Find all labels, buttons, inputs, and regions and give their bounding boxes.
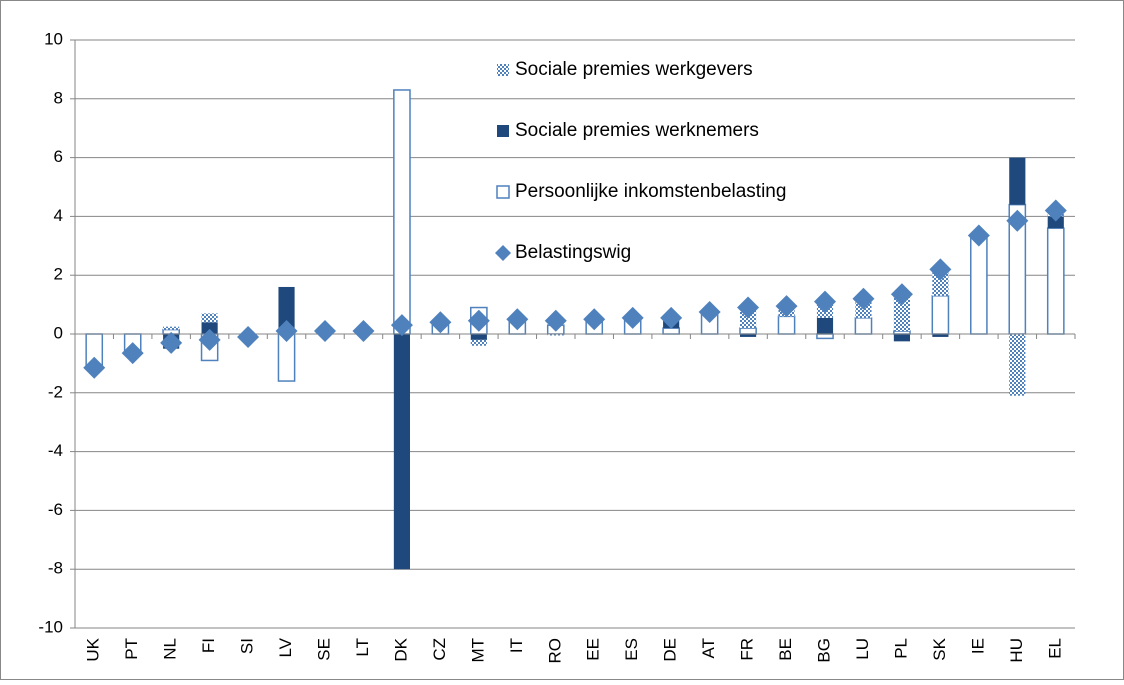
bar	[470, 334, 487, 340]
y-tick-label: 2	[54, 265, 63, 284]
bar	[932, 334, 949, 337]
x-tick-label: EL	[1045, 638, 1064, 659]
y-tick-label: 8	[54, 88, 63, 107]
bar	[1046, 227, 1065, 335]
marker	[967, 224, 990, 247]
y-tick-label: 0	[54, 323, 63, 342]
legend-label: Sociale premies werknemers	[515, 120, 759, 141]
bar	[1047, 216, 1064, 229]
x-tick-label: RO	[545, 638, 564, 664]
x-tick-label: SK	[930, 637, 949, 660]
marker	[314, 320, 336, 343]
bar	[740, 310, 757, 329]
x-tick-label: HU	[1007, 638, 1026, 663]
bar	[201, 322, 218, 334]
y-tick-label: 6	[54, 147, 63, 166]
marker	[198, 328, 221, 351]
marker	[621, 306, 644, 329]
marker	[660, 306, 683, 329]
bar	[547, 334, 564, 336]
x-tick-label: PT	[122, 638, 141, 660]
legend-marker	[495, 245, 511, 261]
y-tick-label: 4	[54, 206, 63, 225]
x-tick-label: CZ	[430, 638, 449, 661]
marker	[83, 356, 106, 379]
x-tick-label: IE	[968, 638, 987, 654]
bar	[893, 334, 910, 342]
marker	[929, 258, 952, 281]
legend-label: Persoonlijke inkomstenbelasting	[515, 181, 786, 202]
x-tick-label: SE	[314, 638, 333, 661]
marker	[814, 290, 836, 313]
x-tick-label: IT	[507, 638, 526, 653]
marker	[1044, 199, 1067, 222]
y-tick-label: -2	[48, 382, 63, 401]
bar	[816, 333, 834, 340]
bar	[662, 327, 680, 335]
marker	[429, 311, 452, 334]
x-tick-label: EE	[584, 638, 603, 661]
x-tick-label: UK	[84, 637, 103, 661]
bar	[201, 313, 218, 323]
bar	[470, 339, 487, 346]
bar	[931, 295, 950, 335]
marker	[160, 331, 183, 354]
marker	[237, 325, 260, 348]
bar	[777, 315, 796, 335]
x-tick-label: FI	[199, 638, 218, 653]
marker	[544, 309, 567, 332]
y-tick-label: -4	[48, 441, 63, 460]
bar	[893, 292, 910, 332]
x-tick-label: FR	[738, 638, 757, 661]
bar	[740, 334, 757, 337]
bar	[393, 89, 411, 335]
legend-swatch	[496, 185, 510, 199]
x-tick-label: LU	[853, 638, 872, 660]
marker	[121, 342, 144, 365]
x-tick-label: AT	[699, 638, 718, 658]
x-tick-label: DK	[391, 637, 410, 661]
bar	[816, 317, 834, 334]
bar	[393, 334, 410, 570]
x-tick-label: NL	[161, 638, 180, 660]
marker	[467, 309, 490, 332]
x-tick-label: ES	[622, 638, 641, 661]
x-tick-label: LV	[276, 637, 295, 657]
bar	[854, 317, 873, 335]
x-tick-label: BE	[776, 638, 795, 661]
y-tick-label: -6	[48, 500, 63, 519]
x-tick-label: BG	[814, 638, 833, 663]
marker	[506, 308, 529, 331]
marker	[737, 296, 760, 319]
marker	[275, 320, 298, 343]
marker	[890, 283, 913, 306]
marker	[852, 287, 875, 310]
x-tick-label: MT	[468, 638, 487, 663]
marker	[583, 308, 606, 331]
y-tick-label: -10	[38, 617, 63, 636]
marker	[352, 320, 375, 343]
x-tick-label: DE	[661, 638, 680, 662]
marker	[698, 300, 721, 323]
y-tick-label: 10	[44, 29, 63, 48]
bar	[163, 326, 180, 330]
x-tick-label: LT	[353, 638, 372, 657]
bar	[278, 286, 295, 334]
x-tick-label: SI	[238, 638, 257, 654]
x-tick-label: PL	[891, 638, 910, 659]
marker	[775, 295, 798, 318]
marker	[390, 314, 413, 337]
bar	[739, 327, 757, 335]
legend-label: Belastingswig	[515, 242, 631, 263]
legend-swatch	[497, 125, 509, 137]
bar	[1009, 334, 1026, 396]
bar	[970, 236, 988, 335]
legend-label: Sociale premies werkgevers	[515, 59, 753, 80]
legend-swatch	[497, 64, 509, 76]
y-tick-label: -8	[48, 559, 63, 578]
bar	[1009, 157, 1026, 205]
marker	[1006, 209, 1029, 232]
